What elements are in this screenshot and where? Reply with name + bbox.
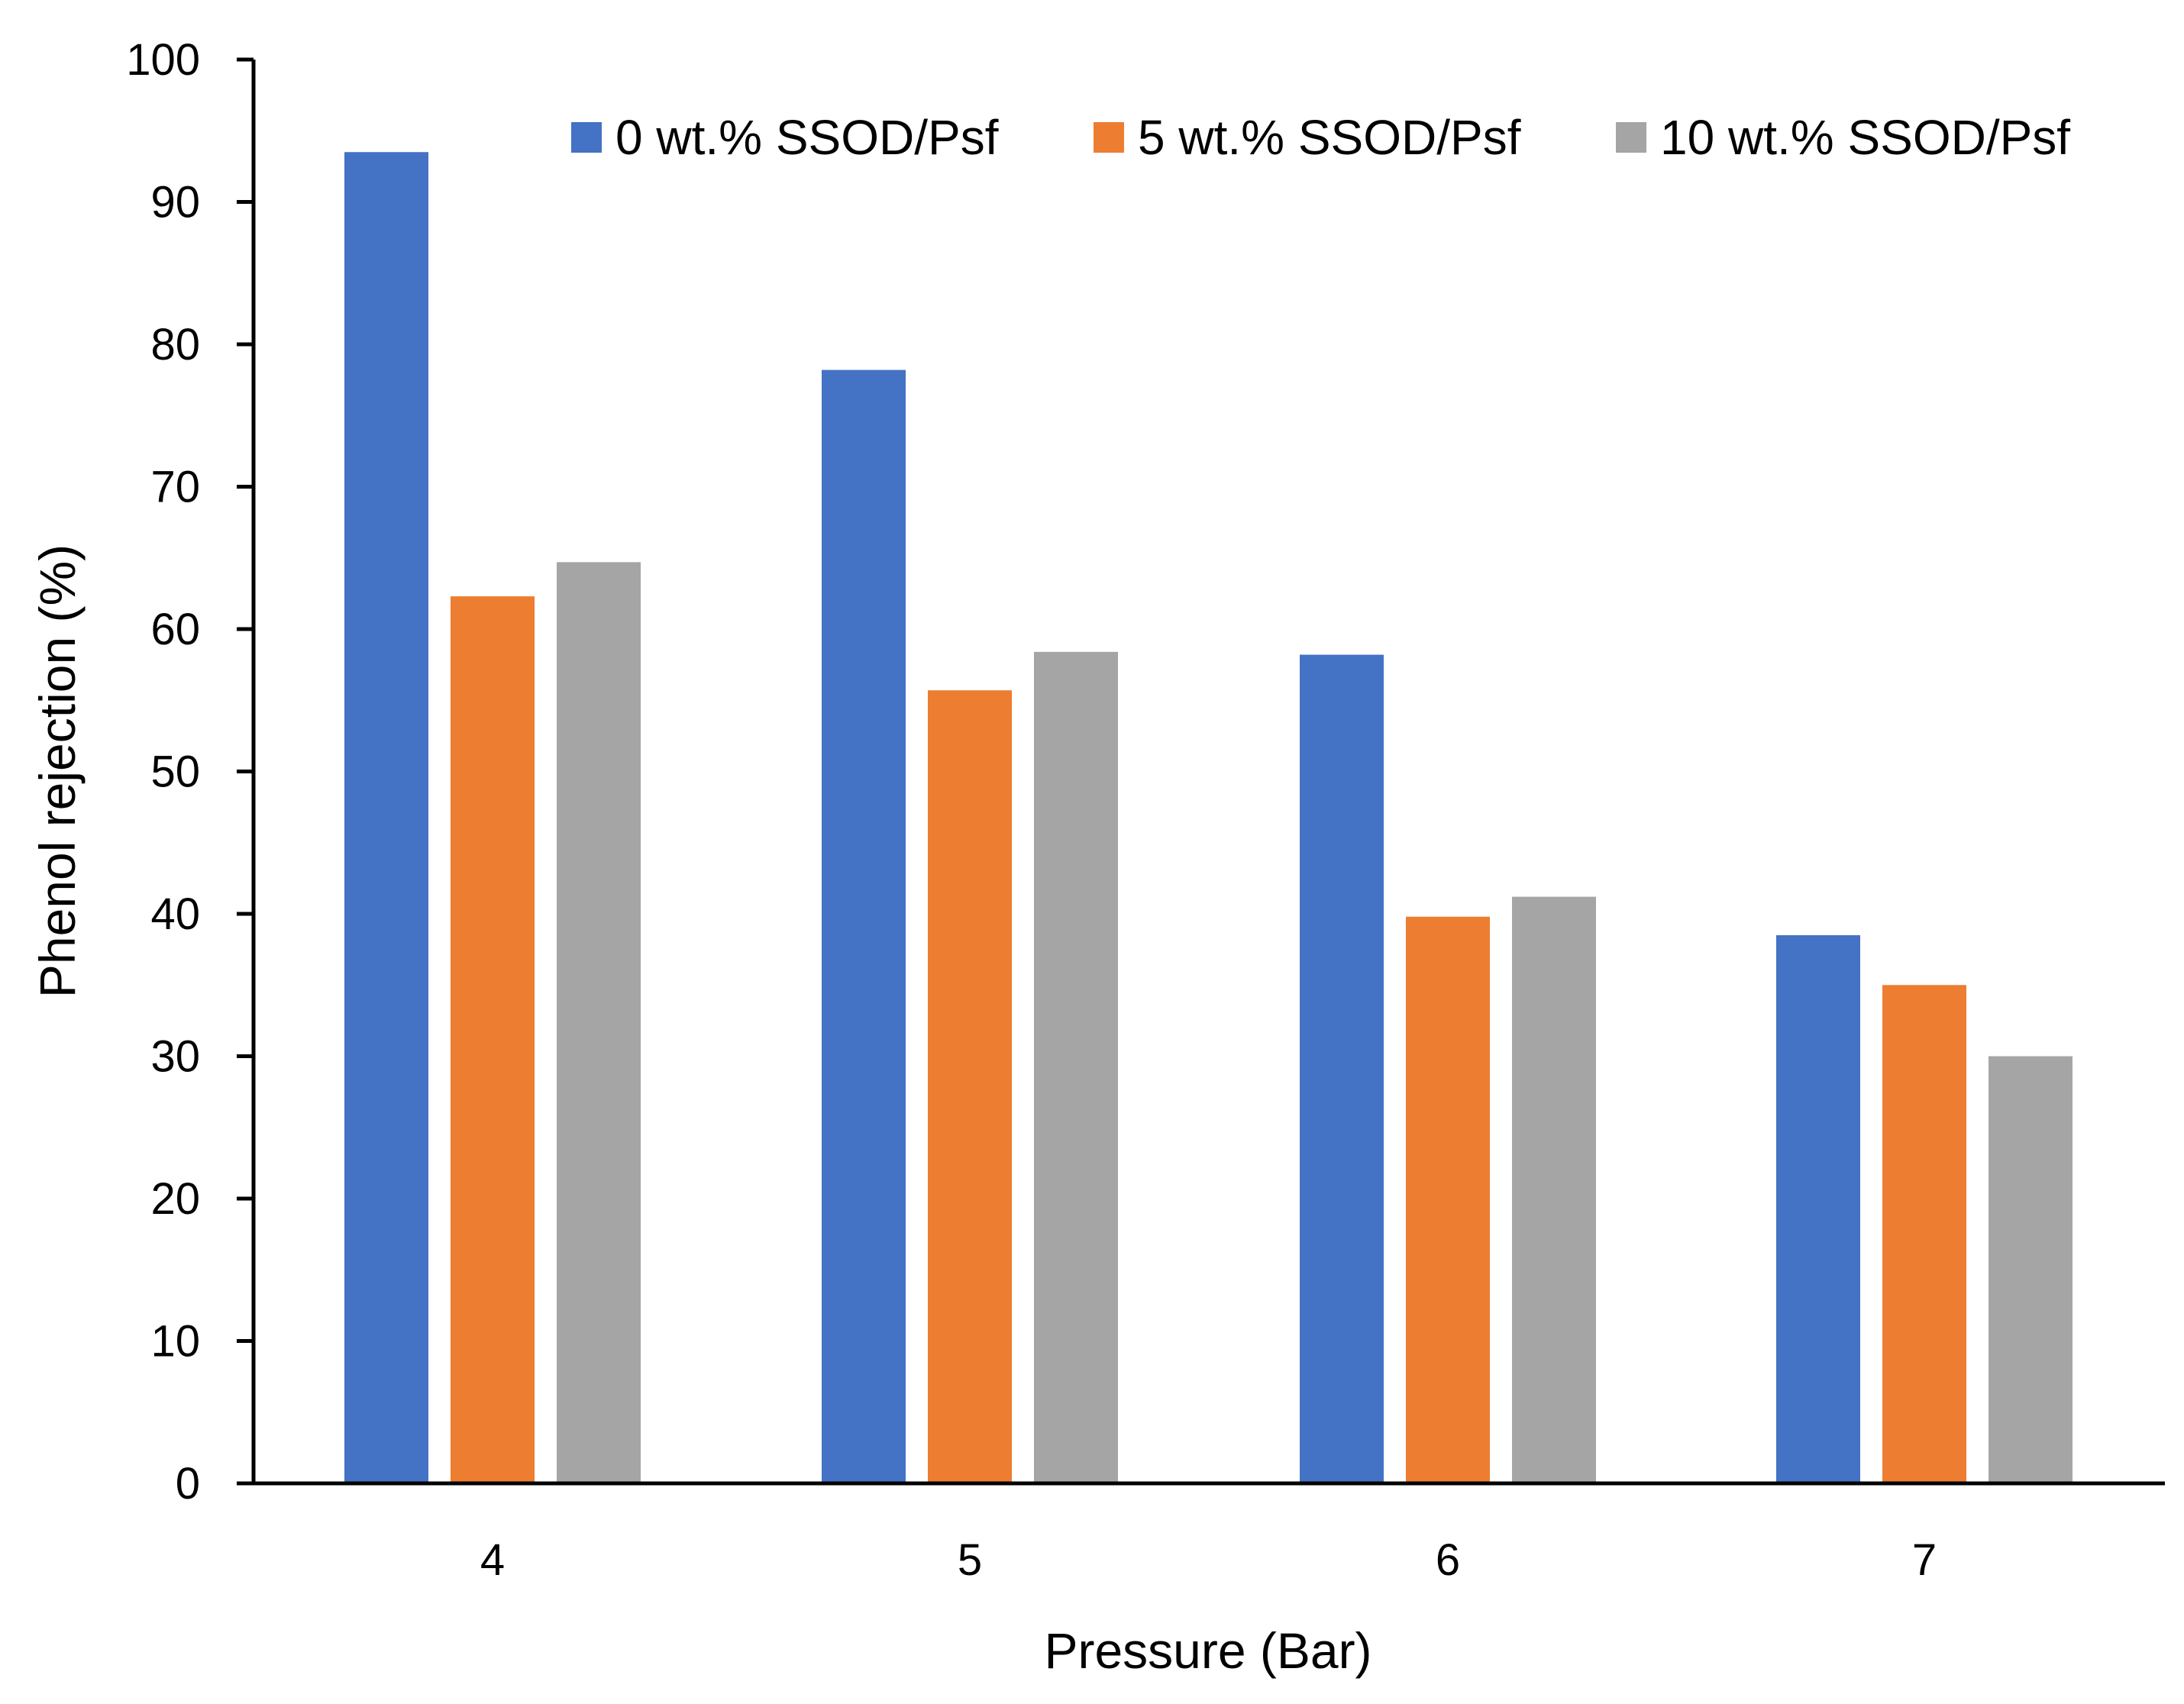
bar-5-series-1 [928, 690, 1012, 1483]
x-tick-label: 5 [958, 1535, 982, 1585]
x-axis-title: Pressure (Bar) [1044, 1622, 1371, 1679]
y-tick-label: 50 [150, 747, 200, 797]
legend-swatch-1 [1094, 122, 1124, 153]
bar-4-series-1 [451, 596, 535, 1483]
x-tick-label: 4 [480, 1535, 505, 1585]
y-tick-label: 40 [150, 889, 200, 939]
y-tick-label: 60 [150, 605, 200, 654]
y-tick-label: 100 [126, 35, 200, 85]
bar-5-series-0 [822, 370, 906, 1483]
y-tick-label: 80 [150, 320, 200, 370]
y-tick-label: 0 [176, 1459, 200, 1509]
y-tick-label: 30 [150, 1032, 200, 1082]
legend-label-1: 5 wt.% SSOD/Psf [1138, 110, 1521, 165]
x-tick-label: 6 [1436, 1535, 1460, 1585]
y-ticks: 0 10 20 30 40 50 60 70 80 90 100 [126, 35, 254, 1509]
bar-6-series-0 [1300, 654, 1384, 1483]
legend-label-2: 10 wt.% SSOD/Psf [1660, 110, 2070, 165]
bar-7-series-0 [1776, 934, 1860, 1483]
y-tick-label: 20 [150, 1174, 200, 1224]
bar-4-series-0 [344, 152, 428, 1484]
legend-swatch-0 [571, 122, 602, 153]
axes: 0 10 20 30 40 50 60 70 80 90 100 4 5 6 7 [126, 35, 2165, 1585]
x-ticks: 4 5 6 7 [480, 1535, 1937, 1585]
bar-6-series-2 [1512, 896, 1596, 1483]
bar-7-series-1 [1882, 985, 1966, 1483]
bar-5-series-2 [1034, 651, 1118, 1483]
bars-layer [344, 152, 2073, 1484]
legend: 0 wt.% SSOD/Psf 5 wt.% SSOD/Psf 10 wt.% … [571, 110, 2070, 165]
y-tick-label: 10 [150, 1317, 200, 1367]
bar-4-series-2 [557, 562, 641, 1483]
y-tick-label: 70 [150, 463, 200, 512]
legend-label-0: 0 wt.% SSOD/Psf [615, 110, 999, 165]
legend-swatch-2 [1616, 122, 1646, 153]
bar-7-series-2 [1989, 1056, 2073, 1483]
y-tick-label: 90 [150, 178, 200, 228]
x-tick-label: 7 [1912, 1535, 1937, 1585]
y-axis-title: Phenol rejection (%) [29, 544, 86, 998]
bar-6-series-1 [1406, 916, 1490, 1483]
